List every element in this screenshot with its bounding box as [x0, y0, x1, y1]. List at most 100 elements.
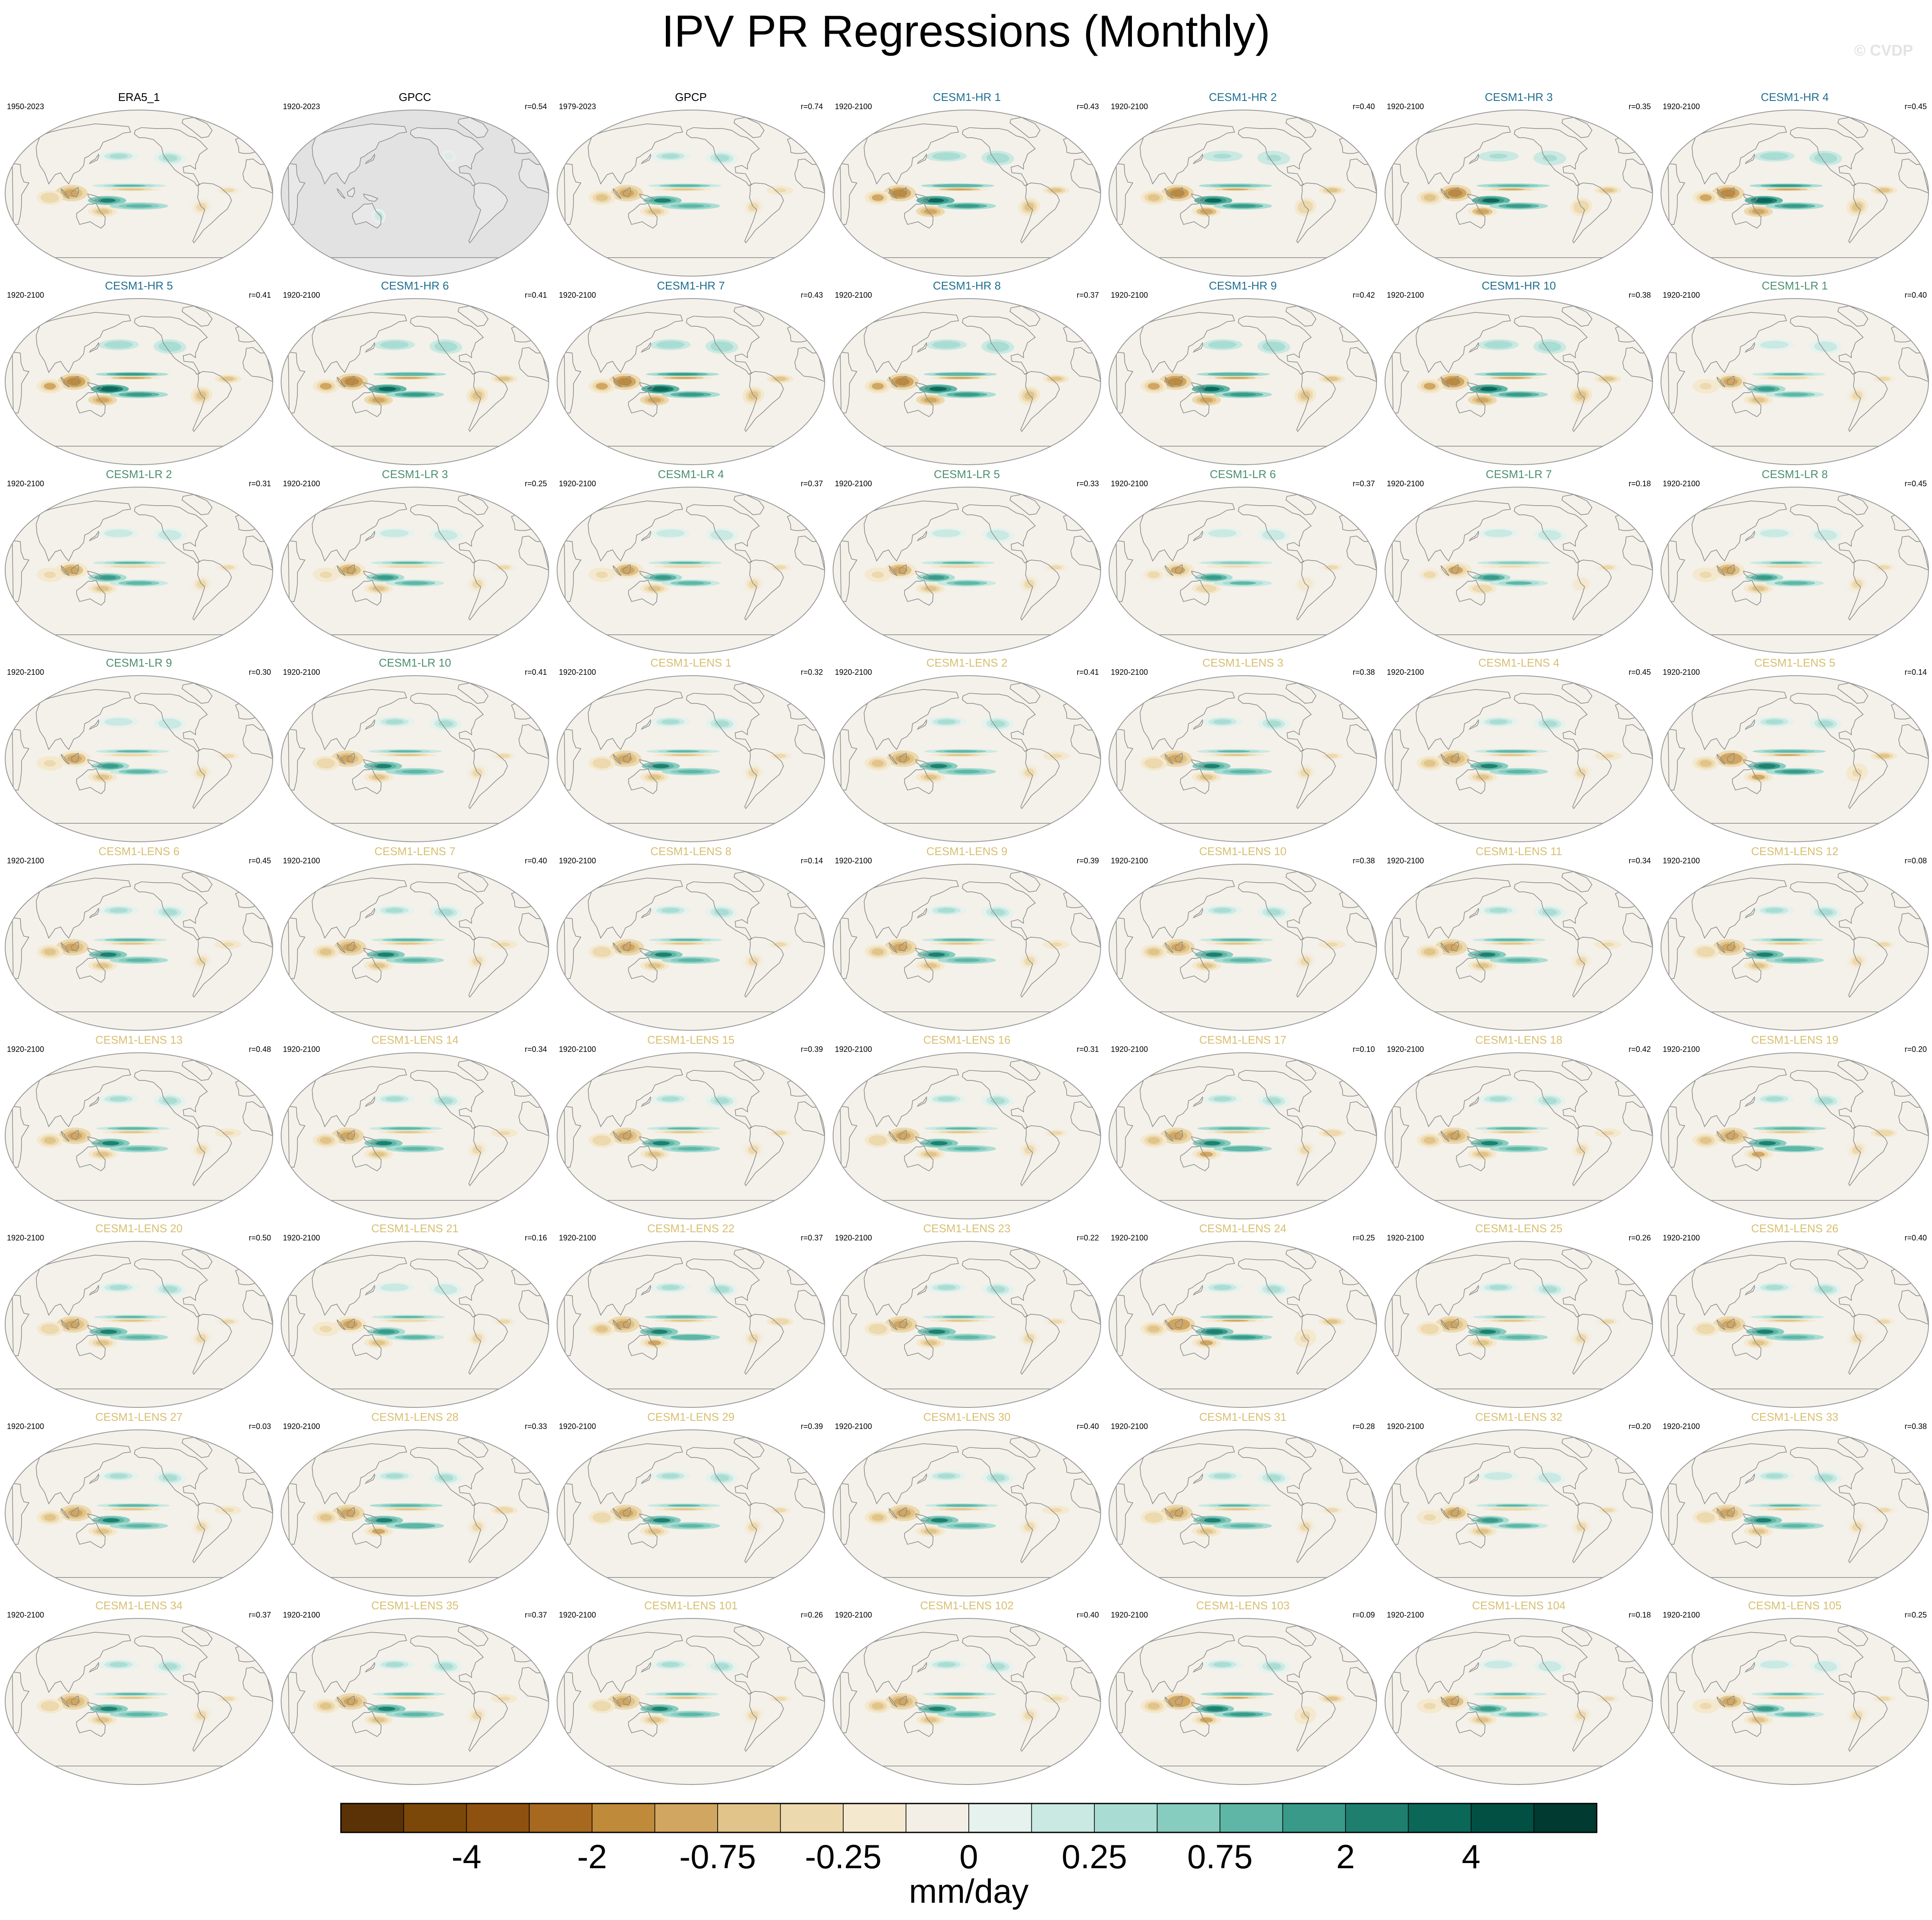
regression-contour [1497, 562, 1531, 564]
coastline [134, 315, 208, 375]
regression-contour [1217, 373, 1250, 375]
regression-contour [678, 581, 704, 585]
regression-contour [394, 1131, 421, 1133]
regression-contour [162, 1097, 177, 1104]
regression-contour [1489, 342, 1508, 347]
panel-period: 1920-2100 [559, 1234, 596, 1242]
coastline [1572, 937, 1612, 998]
regression-contour [1229, 770, 1256, 774]
panel-title: CESM1-LENS 29 [647, 1410, 734, 1423]
regression-contour [1505, 958, 1532, 962]
panel-title: CESM1-LENS 11 [1475, 845, 1562, 858]
regression-contour [714, 154, 729, 161]
coastline [60, 1319, 70, 1331]
regression-contour [941, 185, 974, 187]
coastline [640, 530, 651, 541]
regression-contour [320, 1325, 332, 1332]
panel-correlation: r=0.45 [1629, 668, 1651, 677]
coastline [1450, 564, 1459, 574]
coastline [904, 203, 934, 229]
coastline [134, 692, 208, 752]
map-panel: CESM1-HR 7 1920-2100 r=0.43 [557, 279, 825, 465]
regression-contour [928, 1706, 946, 1711]
panel-period: 1920-2100 [1387, 668, 1424, 677]
coastline [1116, 729, 1134, 791]
coastline [1440, 754, 1450, 765]
panel-period: 1920-2100 [1111, 479, 1148, 488]
colorbar-swatch [968, 1803, 1032, 1833]
map-panel: CESM1-LENS 14 1920-2100 r=0.34 [281, 1033, 549, 1219]
map-panel: CESM1-LENS 4 1920-2100 r=0.45 [1384, 656, 1653, 842]
coastline [71, 564, 79, 574]
coastline [1456, 1146, 1486, 1171]
panel-correlation: r=0.16 [525, 1234, 547, 1242]
coastline [410, 1447, 484, 1506]
coastline [1716, 1697, 1726, 1708]
coastline [352, 768, 382, 794]
regression-contour [1699, 1325, 1712, 1332]
coastline [87, 1513, 103, 1522]
coastline [518, 913, 549, 948]
regression-contour [385, 908, 404, 913]
globe-outline [281, 864, 549, 1031]
coastline [588, 123, 683, 185]
coastline [640, 153, 651, 164]
coastline [1744, 1096, 1755, 1107]
regression-contour [67, 755, 82, 763]
coastline [1848, 748, 1888, 809]
regression-contour [1494, 373, 1528, 375]
coastline [337, 565, 346, 576]
coastline [1175, 1130, 1183, 1140]
regression-contour [937, 719, 956, 724]
colorbar-swatch [654, 1803, 718, 1833]
coastline [917, 1662, 927, 1673]
regression-contour [320, 571, 332, 578]
map-panel: CESM1-HR 6 1920-2100 r=0.41 [281, 279, 549, 465]
coastline [1020, 1691, 1060, 1752]
colorbar-swatch [466, 1803, 530, 1833]
coastline [962, 315, 1036, 375]
coastline [363, 1325, 378, 1333]
coastline [744, 1502, 784, 1564]
panel-period: 1920-2100 [1111, 291, 1148, 299]
regression-contour [942, 939, 975, 941]
panel-period: 1920-2100 [283, 1422, 320, 1431]
colorbar-swatch [1031, 1803, 1095, 1833]
panel-correlation: r=0.41 [1077, 668, 1099, 677]
map-panel: CESM1-LENS 17 1920-2100 r=0.10 [1109, 1033, 1377, 1219]
regression-contour [114, 1693, 148, 1695]
coastline [363, 1136, 378, 1145]
coastline [1238, 315, 1312, 375]
regression-contour [596, 571, 608, 578]
regression-contour [1721, 943, 1737, 951]
coastline [242, 158, 273, 194]
coastline [1180, 391, 1210, 417]
regression-contour [1724, 1132, 1739, 1140]
regression-contour [1213, 1473, 1232, 1479]
coastline [347, 375, 355, 386]
regression-contour [385, 1096, 404, 1102]
coastline [352, 1334, 382, 1360]
regression-contour [118, 1697, 145, 1699]
coastline [12, 1294, 30, 1357]
coastline [904, 580, 934, 606]
panel-period: 1920-2100 [7, 856, 44, 865]
regression-contour [944, 750, 978, 752]
globe-outline [832, 864, 1101, 1031]
regression-contour [1424, 194, 1436, 201]
regression-contour [1229, 1147, 1256, 1151]
coastline [88, 1284, 99, 1296]
map-panel: CESM1-LENS 28 1920-2100 r=0.33 [281, 1410, 549, 1596]
regression-contour [1781, 393, 1808, 397]
regression-contour [126, 1524, 152, 1528]
coastline [1848, 560, 1888, 621]
panel-correlation: r=0.38 [1904, 1422, 1927, 1431]
regression-contour [1781, 1335, 1808, 1339]
coastline [1898, 535, 1929, 571]
panel-correlation: r=0.45 [1904, 102, 1927, 111]
panel-correlation: r=0.18 [1629, 479, 1651, 488]
regression-contour [343, 1697, 359, 1706]
coastline [71, 187, 79, 197]
coastline [1727, 375, 1735, 386]
map-panel: CESM1-LENS 11 1920-2100 r=0.34 [1384, 845, 1653, 1031]
